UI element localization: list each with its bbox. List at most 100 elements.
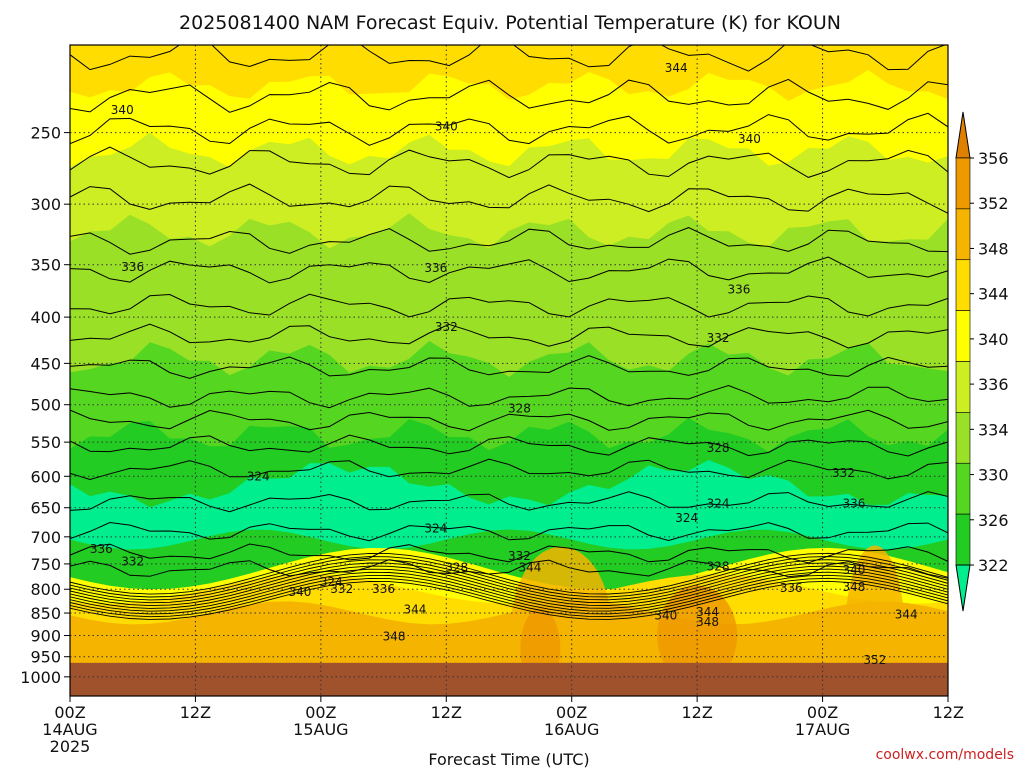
below-ground-mask [70, 662, 948, 696]
y-tick-label: 500 [30, 396, 61, 415]
colorbar-segment-0 [955, 157, 971, 210]
contour-label: 340 [738, 132, 761, 146]
frontal-contour-4 [70, 565, 948, 607]
colorbar-segment-3 [955, 310, 971, 362]
contour-label: 324 [675, 511, 698, 525]
contour-line-7 [70, 293, 948, 318]
x-tick-label: 00Z [54, 703, 85, 722]
contour-label: 336 [842, 496, 865, 510]
chart-title: 2025081400 NAM Forecast Equiv. Potential… [179, 12, 841, 34]
contour-label: 340 [111, 103, 134, 117]
colorbar-segment-5 [955, 412, 971, 464]
y-tick-label: 650 [30, 499, 61, 518]
theta-e-fill-bands [70, 45, 948, 696]
contour-label: 340 [654, 608, 677, 622]
y-tick-label: 300 [30, 195, 61, 214]
colorbar-segment-1 [955, 208, 971, 261]
colorbar-extend-bottom [955, 564, 971, 612]
frontal-contour-6 [70, 571, 948, 612]
colorbar-segment-4 [955, 361, 971, 413]
x-tick-label: 16AUG [544, 720, 599, 739]
contour-lines [70, 45, 948, 620]
contour-line-15 [70, 521, 948, 542]
contour-line-5 [70, 227, 948, 255]
colorbar-extend-top [955, 111, 971, 159]
x-tick-label: 12Z [431, 703, 462, 722]
colorbar-label: 348 [978, 239, 1009, 258]
contour-label: 336 [372, 582, 395, 596]
contour-label: 324 [707, 496, 730, 510]
colorbar-label: 344 [978, 285, 1009, 304]
contour-label: 352 [863, 653, 886, 667]
contour-label: 336 [90, 542, 113, 556]
contour-label: 328 [508, 402, 531, 416]
colorbar: 322 326 330 334 336 340 344 348 352 356 [955, 111, 1009, 612]
x-axis-label: Forecast Time (UTC) [428, 750, 589, 768]
x-tick-label: 12Z [933, 703, 964, 722]
contour-line-14 [70, 491, 948, 513]
frontal-contour-8 [70, 577, 948, 618]
below-ground-region [70, 662, 948, 696]
x-tick-label: 2025 [50, 737, 91, 756]
frontal-contour-2 [70, 559, 948, 601]
contour-line-6 [70, 256, 948, 284]
frontal-contour-3 [70, 562, 948, 604]
frontal-contour-1 [70, 556, 948, 598]
contour-line-1 [70, 78, 948, 113]
y-tick-label: 700 [30, 528, 61, 547]
contour-label: 332 [330, 582, 353, 596]
x-tick-label: 00Z [305, 703, 336, 722]
y-tick-label: 550 [30, 433, 61, 452]
y-tick-label: 1000 [20, 668, 61, 687]
contour-line-17 [70, 559, 948, 579]
x-tick-label: 12Z [180, 703, 211, 722]
contour-label: 328 [445, 561, 468, 575]
grid-lines [70, 45, 948, 696]
y-tick-label: 950 [30, 648, 61, 667]
colorbar-label: 330 [978, 466, 1009, 485]
contour-label: 336 [424, 261, 447, 275]
contour-label: 340 [842, 563, 865, 577]
plot-frame [69, 44, 949, 697]
contour-label: 336 [780, 581, 803, 595]
y-tick-label: 800 [30, 580, 61, 599]
contour-label: 328 [707, 441, 730, 455]
contour-line-3 [70, 146, 948, 179]
contour-label: 336 [121, 260, 144, 274]
contour-line-12 [70, 434, 948, 457]
contour-line-2 [70, 112, 948, 146]
contour-label: 336 [727, 283, 750, 297]
contour-line-9 [70, 355, 948, 379]
x-tick-label: 15AUG [293, 720, 348, 739]
contour-line-8 [70, 323, 948, 349]
y-tick-label: 850 [30, 604, 61, 623]
contour-label: 324 [320, 575, 343, 589]
contour-label: 340 [288, 585, 311, 599]
contour-label: 332 [832, 466, 855, 480]
y-tick-label: 250 [30, 124, 61, 143]
credit-text: coolwx.com/models [876, 747, 1014, 763]
colorbar-label: 340 [978, 330, 1009, 349]
x-tick-label: 00Z [556, 703, 587, 722]
contour-label: 328 [707, 560, 730, 574]
colorbar-segment-7 [955, 513, 971, 566]
colorbar-label: 356 [978, 149, 1009, 168]
frontal-contour-5 [70, 568, 948, 609]
contour-label: 332 [508, 549, 531, 563]
y-tick-label: 400 [30, 308, 61, 327]
y-tick-label: 350 [30, 256, 61, 275]
x-tick-label: 12Z [681, 703, 712, 722]
contour-label: 344 [696, 605, 719, 619]
colorbar-label: 334 [978, 420, 1009, 439]
colorbar-segment-6 [955, 462, 971, 515]
colorbar-label: 336 [978, 375, 1009, 394]
contour-label: 348 [842, 580, 865, 594]
contour-label: 344 [665, 61, 688, 75]
contour-line-4 [70, 183, 948, 214]
frontal-contour-9 [70, 580, 948, 620]
y-axis: 250 300 350 400 450 500 550 600 650 700 750 800 850 9… [20, 124, 70, 687]
